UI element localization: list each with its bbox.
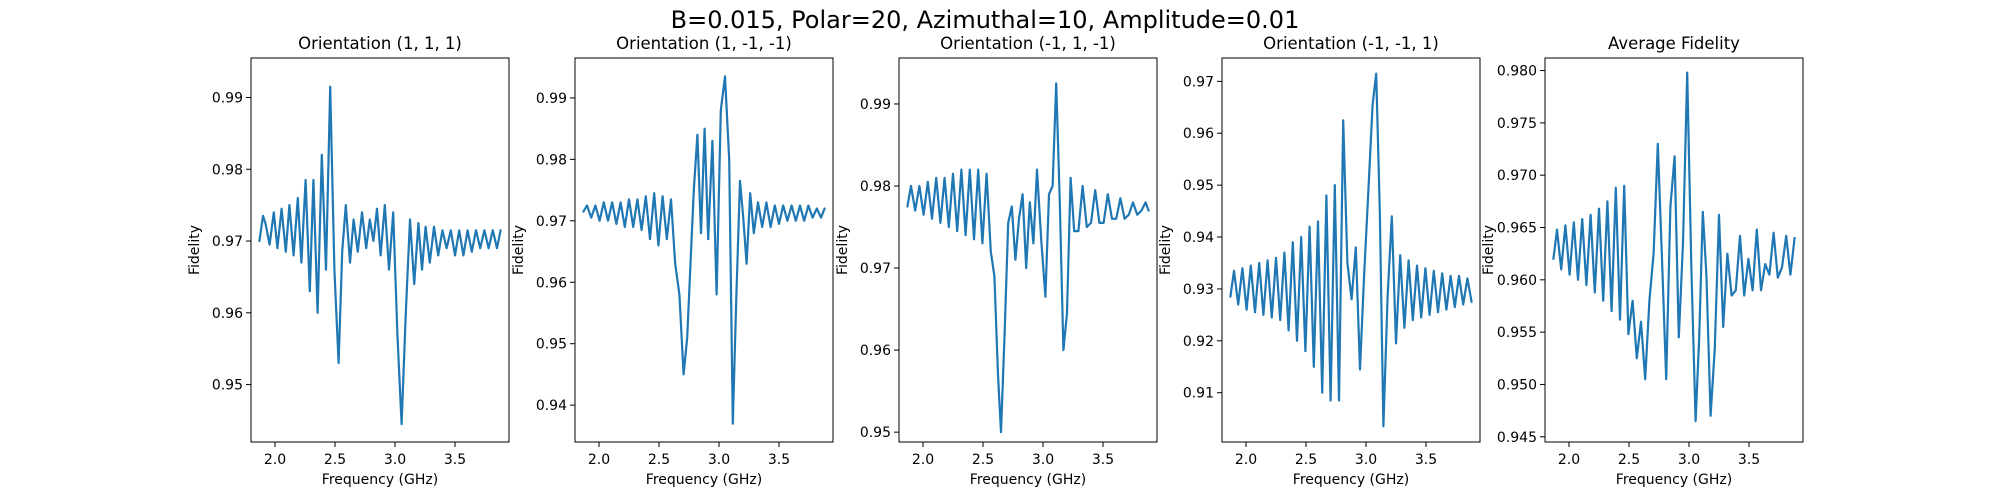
y-tick-label: 0.97 — [536, 214, 567, 230]
axes-frame — [1221, 57, 1481, 443]
y-tick-label: 0.97 — [1183, 74, 1214, 90]
x-tick-label: 2.0 — [588, 452, 610, 468]
x-axis-label: Frequency (GHz) — [1616, 472, 1732, 488]
panel-title: Orientation (-1, 1, -1) — [940, 34, 1116, 53]
y-tick-label: 0.980 — [1497, 64, 1537, 80]
y-tick-label: 0.99 — [536, 91, 567, 107]
y-tick-label: 0.95 — [1183, 178, 1214, 194]
x-axis-label: Frequency (GHz) — [646, 472, 762, 488]
x-tick-label: 3.0 — [384, 452, 406, 468]
y-tick-label: 0.93 — [1183, 282, 1214, 298]
y-tick-label: 0.98 — [860, 179, 891, 195]
y-tick-label: 0.965 — [1497, 221, 1537, 237]
panel-1: Orientation (1, 1, 1) 2.0 2.5 3.0 3.5 0.95 0.9… — [187, 34, 510, 488]
y-tick-label: 0.97 — [212, 234, 243, 250]
x-axis-label: Frequency (GHz) — [322, 472, 438, 488]
y-axis-label: Fidelity — [511, 225, 527, 275]
y-tick-label: 0.945 — [1497, 430, 1537, 446]
x-tick-label: 2.0 — [1558, 452, 1580, 468]
x-tick-label: 3.0 — [1032, 452, 1054, 468]
panel-title: Orientation (1, 1, 1) — [298, 34, 462, 53]
series-line — [906, 82, 1150, 434]
x-tick-label: 3.5 — [1092, 452, 1114, 468]
y-axis-label: Fidelity — [187, 225, 203, 275]
series-line — [1229, 72, 1473, 428]
x-tick-label: 2.0 — [1235, 452, 1257, 468]
panels: Orientation (1, 1, 1) 2.0 2.5 3.0 3.5 0.95 0.9… — [187, 34, 1804, 488]
x-tick-label: 3.0 — [1678, 452, 1700, 468]
panel-title: Orientation (1, -1, -1) — [616, 34, 792, 53]
x-tick-label: 3.0 — [1355, 452, 1377, 468]
x-tick-label: 3.5 — [1738, 452, 1760, 468]
x-tick-label: 3.5 — [768, 452, 790, 468]
series-line — [1552, 71, 1796, 423]
y-tick-label: 0.96 — [860, 343, 891, 359]
y-tick-label: 0.970 — [1497, 168, 1537, 184]
x-tick-label: 2.0 — [264, 452, 286, 468]
axes-frame — [574, 57, 834, 443]
y-tick-label: 0.91 — [1183, 386, 1214, 402]
y-tick-label: 0.92 — [1183, 334, 1214, 350]
x-tick-label: 2.5 — [1618, 452, 1640, 468]
series-line — [582, 75, 826, 425]
y-tick-label: 0.96 — [1183, 126, 1214, 142]
y-tick-label: 0.955 — [1497, 325, 1537, 341]
panel-4: Orientation (-1, -1, 1) 2.0 2.5 3.0 3.5 0.91 0… — [1158, 34, 1481, 488]
y-tick-label: 0.99 — [212, 90, 243, 106]
x-tick-label: 2.0 — [912, 452, 934, 468]
y-tick-label: 0.96 — [536, 275, 567, 291]
y-tick-label: 0.95 — [860, 425, 891, 441]
y-tick-label: 0.94 — [1183, 230, 1214, 246]
y-tick-label: 0.99 — [860, 97, 891, 113]
axes-frame — [898, 57, 1158, 443]
y-axis-label: Fidelity — [1481, 225, 1497, 275]
axes-frame — [1544, 57, 1804, 443]
panel-5: Average Fidelity 2.0 2.5 3.0 3.5 0.945 0.950 0.… — [1481, 34, 1804, 488]
panel-2: Orientation (1, -1, -1) 2.0 2.5 3.0 3.5 0.94 0… — [511, 34, 834, 488]
panel-title: Orientation (-1, -1, 1) — [1263, 34, 1439, 53]
y-tick-label: 0.96 — [212, 306, 243, 322]
y-tick-label: 0.98 — [212, 162, 243, 178]
y-tick-label: 0.950 — [1497, 377, 1537, 393]
series-line — [258, 85, 502, 426]
y-tick-label: 0.94 — [536, 398, 567, 414]
x-tick-label: 3.5 — [444, 452, 466, 468]
x-tick-label: 3.5 — [1415, 452, 1437, 468]
figure-suptitle: B=0.015, Polar=20, Azimuthal=10, Amplitu… — [671, 6, 1300, 34]
y-tick-label: 0.97 — [860, 261, 891, 277]
y-tick-label: 0.95 — [536, 337, 567, 353]
panel-title: Average Fidelity — [1608, 34, 1740, 53]
x-axis-label: Frequency (GHz) — [970, 472, 1086, 488]
x-tick-label: 2.5 — [1295, 452, 1317, 468]
y-axis-label: Fidelity — [1158, 225, 1174, 275]
y-tick-label: 0.960 — [1497, 273, 1537, 289]
panel-3: Orientation (-1, 1, -1) 2.0 2.5 3.0 3.5 0.95 0… — [835, 34, 1158, 488]
x-tick-label: 3.0 — [708, 452, 730, 468]
x-tick-label: 2.5 — [972, 452, 994, 468]
x-tick-label: 2.5 — [648, 452, 670, 468]
x-axis-label: Frequency (GHz) — [1293, 472, 1409, 488]
y-tick-label: 0.975 — [1497, 116, 1537, 132]
y-tick-label: 0.98 — [536, 152, 567, 168]
y-axis-label: Fidelity — [835, 225, 851, 275]
x-tick-label: 2.5 — [324, 452, 346, 468]
y-tick-label: 0.95 — [212, 378, 243, 394]
axes-frame — [250, 57, 510, 443]
